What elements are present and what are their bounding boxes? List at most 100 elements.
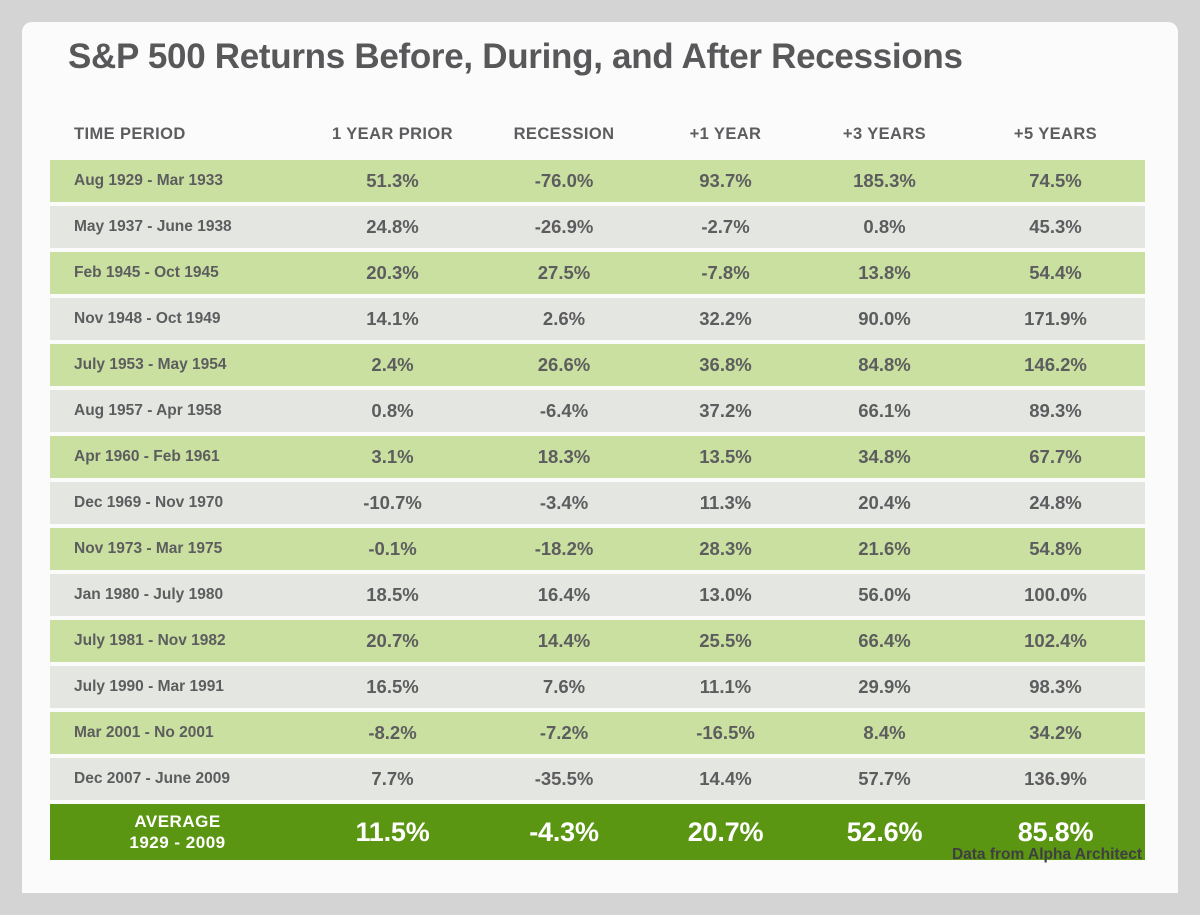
cell-year-5: 98.3% [1029,676,1082,697]
table-row: Dec 2007 - June 2009 7.7% -35.5% 14.4% 5… [50,758,1145,800]
average-row: AVERAGE 1929 - 2009 11.5% -4.3% 20.7% 52.… [50,804,1145,860]
cell-prior: 2.4% [371,354,414,375]
cell-recession: 14.4% [537,630,591,651]
table-row: Aug 1957 - Apr 1958 0.8% -6.4% 37.2% 66.… [50,390,1145,432]
cell-recession: -18.2% [534,538,594,559]
cell-year-1: 25.5% [699,630,752,651]
cell-year-1: 32.2% [699,308,752,329]
cell-year-5: 24.8% [1029,492,1082,513]
cell-period: Mar 2001 - No 2001 [74,724,214,741]
cell-year-1: 36.8% [699,354,752,375]
cell-year-1: 93.7% [699,170,752,191]
cell-prior: -10.7% [363,492,422,513]
cell-period: July 1953 - May 1954 [74,356,227,373]
cell-recession: -26.9% [534,216,594,237]
cell-year-5: 146.2% [1024,354,1087,375]
cell-year-5: 67.7% [1029,446,1082,467]
average-label-line2: 1929 - 2009 [129,833,226,852]
cell-recession: -7.2% [539,722,589,743]
column-header-1-year-prior: 1 YEAR PRIOR [332,124,453,143]
cell-year-5: 74.5% [1029,170,1082,191]
average-label-line1: AVERAGE [134,812,221,831]
cell-year-1: 13.0% [699,584,752,605]
table-row: Nov 1948 - Oct 1949 14.1% 2.6% 32.2% 90.… [50,298,1145,340]
cell-year-1: 37.2% [699,400,752,421]
cell-prior: 16.5% [366,676,419,697]
page-title: S&P 500 Returns Before, During, and Afte… [68,37,963,76]
cell-year-3: 84.8% [858,354,911,375]
cell-prior: 0.8% [371,400,414,421]
table-row: Nov 1973 - Mar 1975 -0.1% -18.2% 28.3% 2… [50,528,1145,570]
cell-prior: 14.1% [366,308,419,329]
cell-recession: 26.6% [537,354,591,375]
cell-year-5: 54.4% [1029,262,1082,283]
cell-period: Feb 1945 - Oct 1945 [74,264,219,281]
cell-year-5: 100.0% [1024,584,1087,605]
cell-year-5: 102.4% [1024,630,1087,651]
cell-average-prior: 11.5% [355,816,430,847]
cell-prior: -8.2% [368,722,417,743]
cell-year-3: 0.8% [863,216,906,237]
cell-year-1: -16.5% [696,722,755,743]
cell-year-5: 89.3% [1029,400,1082,421]
returns-table: TIME PERIOD 1 YEAR PRIOR RECESSION +1 YE… [50,114,1145,860]
table-row: Feb 1945 - Oct 1945 20.3% 27.5% -7.8% 13… [50,252,1145,294]
cell-year-1: -2.7% [701,216,750,237]
cell-year-1: 11.3% [699,492,752,513]
cell-year-1: -7.8% [701,262,750,283]
cell-recession: 27.5% [537,262,591,283]
cell-average-label: AVERAGE 1929 - 2009 [50,811,305,853]
cell-recession: 7.6% [542,676,586,697]
cell-year-3: 56.0% [858,584,911,605]
cell-recession: -6.4% [539,400,589,421]
cell-recession: 18.3% [537,446,591,467]
table-row: Aug 1929 - Mar 1933 51.3% -76.0% 93.7% 1… [50,160,1145,202]
table-row: July 1953 - May 1954 2.4% 26.6% 36.8% 84… [50,344,1145,386]
cell-period: July 1990 - Mar 1991 [74,678,224,695]
cell-year-3: 8.4% [863,722,906,743]
cell-year-5: 136.9% [1024,768,1087,789]
column-header-plus-3-years: +3 YEARS [842,124,927,143]
cell-year-3: 90.0% [858,308,911,329]
infographic-card: S&P 500 Returns Before, During, and Afte… [22,22,1178,893]
cell-period: Jan 1980 - July 1980 [74,586,224,603]
table-row: July 1981 - Nov 1982 20.7% 14.4% 25.5% 6… [50,620,1145,662]
cell-average-year-1: 20.7% [687,816,764,847]
cell-period: Nov 1973 - Mar 1975 [74,540,223,557]
cell-year-1: 28.3% [699,538,752,559]
cell-average-year-3: 52.6% [846,816,923,847]
cell-recession: -3.4% [539,492,589,513]
cell-prior: 3.1% [371,446,414,467]
table-row: Mar 2001 - No 2001 -8.2% -7.2% -16.5% 8.… [50,712,1145,754]
table-row: Apr 1960 - Feb 1961 3.1% 18.3% 13.5% 34.… [50,436,1145,478]
table-header-row: TIME PERIOD 1 YEAR PRIOR RECESSION +1 YE… [50,114,1145,154]
cell-recession: 2.6% [542,308,586,329]
cell-period: Nov 1948 - Oct 1949 [74,310,221,327]
cell-period: Dec 1969 - Nov 1970 [74,494,224,511]
column-header-recession: RECESSION [513,124,615,143]
cell-year-5: 34.2% [1029,722,1082,743]
cell-period: July 1981 - Nov 1982 [74,632,226,649]
cell-year-1: 13.5% [699,446,752,467]
cell-prior: 7.7% [371,768,414,789]
cell-prior: 24.8% [366,216,419,237]
table-row: Jan 1980 - July 1980 18.5% 16.4% 13.0% 5… [50,574,1145,616]
cell-period: Aug 1957 - Apr 1958 [74,402,222,419]
cell-year-3: 20.4% [858,492,911,513]
cell-year-3: 57.7% [858,768,911,789]
cell-recession: -35.5% [534,768,594,789]
cell-period: May 1937 - June 1938 [74,218,232,235]
cell-year-1: 14.4% [699,768,752,789]
cell-prior: 20.7% [366,630,419,651]
cell-year-5: 54.8% [1029,538,1082,559]
cell-recession: -76.0% [534,170,594,191]
column-header-time-period: TIME PERIOD [74,124,186,143]
cell-recession: 16.4% [537,584,591,605]
cell-prior: -0.1% [368,538,417,559]
cell-year-3: 21.6% [858,538,911,559]
column-header-plus-5-years: +5 YEARS [1013,124,1098,143]
cell-period: Apr 1960 - Feb 1961 [74,448,220,465]
cell-prior: 51.3% [366,170,419,191]
cell-prior: 20.3% [366,262,419,283]
table-row: Dec 1969 - Nov 1970 -10.7% -3.4% 11.3% 2… [50,482,1145,524]
